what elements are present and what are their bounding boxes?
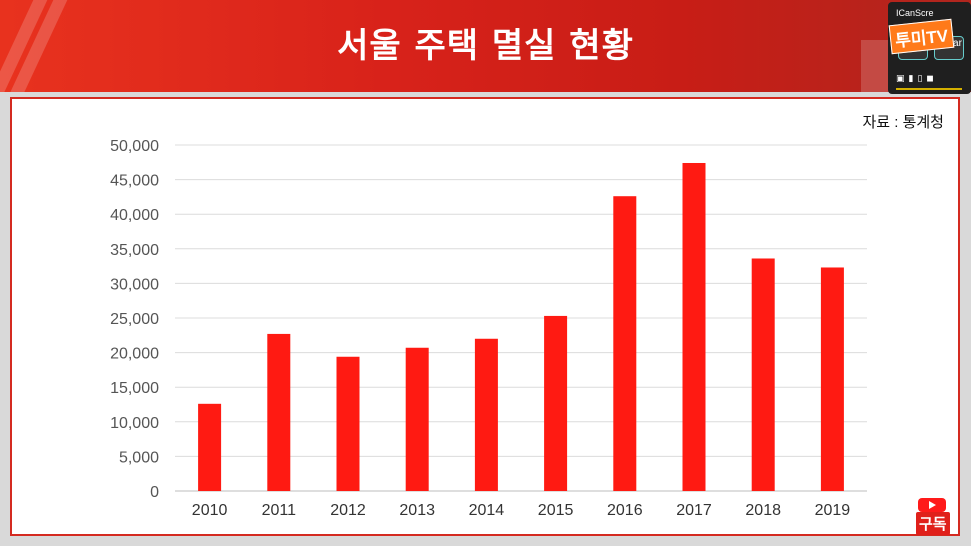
widget-tools-icon[interactable]: ▣▮▯◼ [896,74,938,84]
y-tick-label: 20,000 [110,346,159,363]
youtube-icon[interactable] [918,498,946,512]
y-tick-label: 35,000 [110,242,159,259]
x-tick-label: 2010 [192,502,228,519]
x-tick-label: 2019 [815,502,851,519]
x-tick-label: 2014 [469,502,505,519]
subscribe-button[interactable]: 구독 [916,512,950,535]
x-tick-label: 2015 [538,502,574,519]
screen-recorder-widget[interactable]: ICanScre Clear 투미TV ▣▮▯◼ [888,2,971,94]
y-tick-label: 0 [150,484,159,501]
y-tick-label: 40,000 [110,207,159,224]
page-title: 서울 주택 멸실 현황 [337,26,634,66]
y-tick-label: 50,000 [110,138,159,155]
x-tick-label: 2017 [676,502,712,519]
bar-2013 [405,347,429,491]
bar-2011 [267,333,291,491]
y-tick-label: 30,000 [110,276,159,293]
x-tick-label: 2011 [262,502,297,519]
chart-panel: 자료 : 통계청 0 5,000 10,000 15,000 20,000 25,000 3… [10,97,960,536]
title-banner: 서울 주택 멸실 현황 [0,0,971,92]
bar-2010 [198,403,222,491]
x-tick-label: 2016 [607,502,643,519]
bar-2019 [820,267,844,491]
widget-slider[interactable] [896,88,962,90]
y-tick-label: 25,000 [110,311,159,328]
y-tick-label: 45,000 [110,173,159,190]
widget-title: ICanScre [896,8,934,18]
bar-2017 [682,162,706,491]
source-label: 자료 : 통계청 [862,114,944,131]
bar-2016 [613,196,637,491]
bar-2018 [751,258,775,491]
x-tick-label: 2013 [399,502,435,519]
bar-2012 [336,356,360,491]
bar-2014 [474,338,498,491]
y-tick-label: 10,000 [110,415,159,432]
x-tick-label: 2018 [745,502,781,519]
bar-chart: 0 5,000 10,000 15,000 20,000 25,000 30,000 35,0… [110,138,867,519]
y-tick-label: 15,000 [110,380,159,397]
x-tick-label: 2012 [330,502,366,519]
bar-2015 [544,315,568,491]
y-tick-label: 5,000 [119,449,159,466]
